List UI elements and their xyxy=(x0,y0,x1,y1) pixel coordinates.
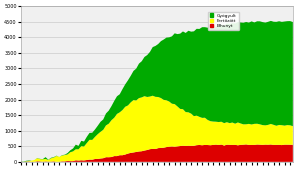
Legend: Gyógyult, Fertőzött, Elhunyt: Gyógyult, Fertőzött, Elhunyt xyxy=(208,11,238,30)
